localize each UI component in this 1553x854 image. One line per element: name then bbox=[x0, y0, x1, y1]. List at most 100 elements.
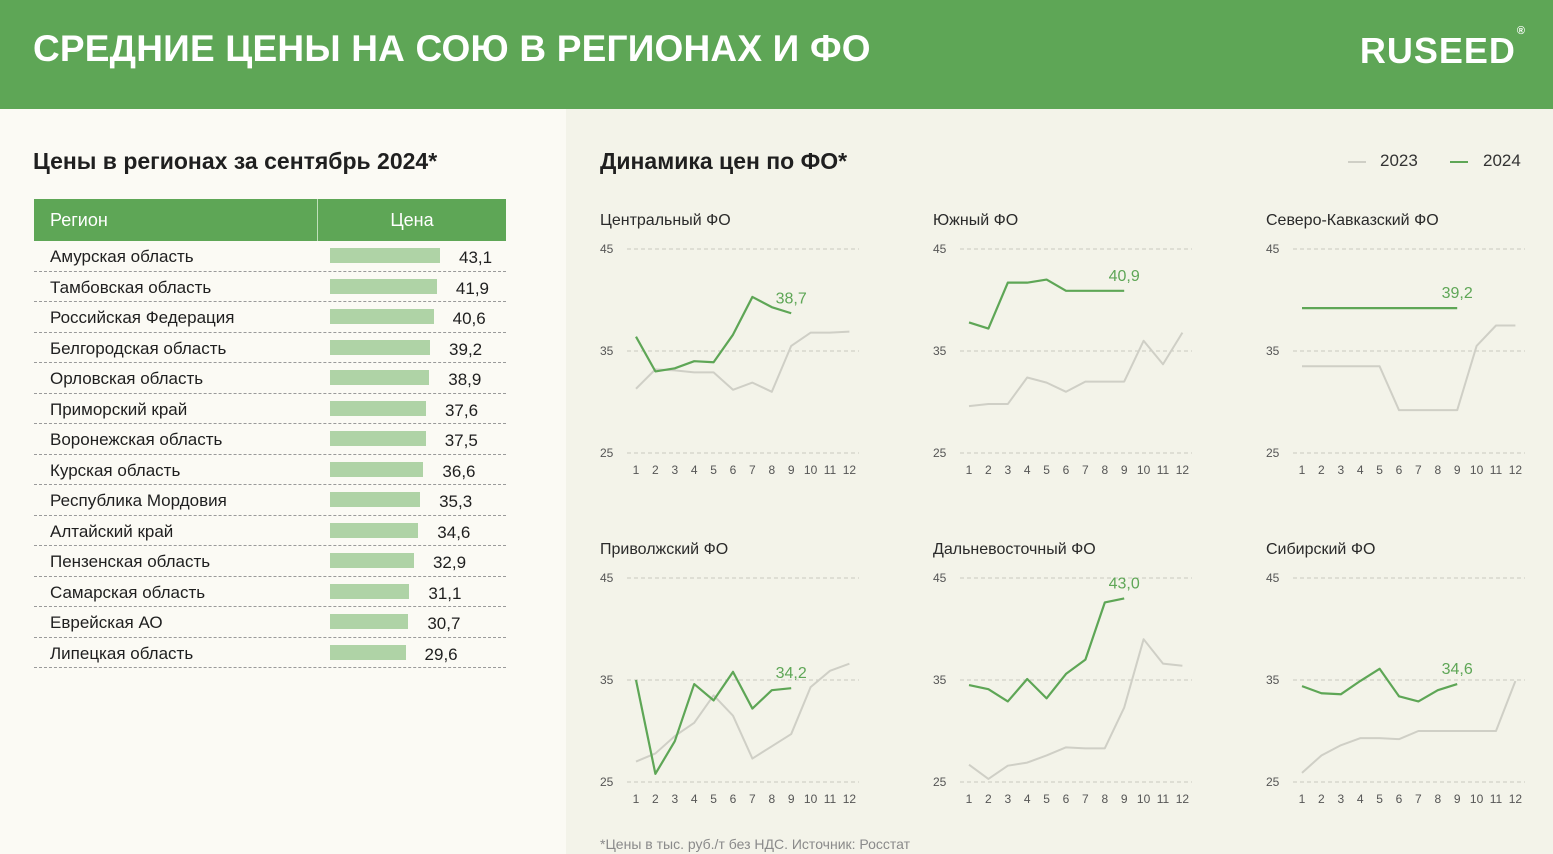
x-tick-label: 5 bbox=[1376, 463, 1383, 477]
y-tick-label: 25 bbox=[600, 775, 614, 789]
x-tick-label: 12 bbox=[843, 792, 857, 806]
region-name: Еврейская АО bbox=[50, 613, 163, 632]
price-bar bbox=[330, 339, 431, 355]
x-tick-label: 4 bbox=[1357, 463, 1364, 477]
y-tick-label: 45 bbox=[1266, 242, 1280, 256]
price-value: 29,6 bbox=[424, 644, 458, 664]
x-tick-label: 3 bbox=[1337, 463, 1344, 477]
x-tick-label: 7 bbox=[1082, 792, 1089, 806]
price-value: 36,6 bbox=[442, 461, 476, 481]
table-row: Курская область 36,6 bbox=[34, 455, 506, 485]
x-tick-label: 4 bbox=[1357, 792, 1364, 806]
table-row: Белгородская область 39,2 bbox=[34, 333, 506, 363]
region-name: Алтайский край bbox=[50, 521, 174, 541]
x-tick-label: 3 bbox=[671, 463, 678, 477]
x-tick-label: 8 bbox=[1101, 463, 1108, 477]
x-tick-label: 7 bbox=[1082, 463, 1089, 477]
x-tick-label: 3 bbox=[1337, 792, 1344, 806]
y-tick-label: 25 bbox=[1266, 775, 1280, 789]
x-tick-label: 11 bbox=[1490, 792, 1503, 806]
x-tick-label: 7 bbox=[749, 463, 756, 477]
price-value: 30,7 bbox=[427, 614, 461, 633]
x-tick-label: 6 bbox=[1063, 463, 1070, 477]
price-value: 38,9 bbox=[448, 370, 482, 389]
x-tick-label: 12 bbox=[1509, 463, 1523, 477]
x-tick-label: 8 bbox=[768, 463, 775, 477]
x-tick-label: 10 bbox=[804, 792, 818, 806]
price-value: 32,9 bbox=[432, 553, 467, 572]
table-row: Республика Мордовия 35,3 bbox=[34, 485, 506, 516]
region-name: Липецкая область bbox=[50, 643, 194, 663]
y-tick-label: 35 bbox=[1266, 344, 1280, 358]
x-tick-label: 4 bbox=[691, 463, 698, 477]
registered-mark: ® bbox=[1516, 25, 1525, 37]
price-bar bbox=[330, 583, 410, 599]
y-tick-label: 25 bbox=[1266, 446, 1280, 460]
x-tick-label: 3 bbox=[1004, 792, 1011, 806]
x-tick-label: 11 bbox=[1157, 463, 1170, 477]
x-tick-label: 5 bbox=[1043, 792, 1050, 806]
price-bar bbox=[330, 644, 406, 660]
series-line-2023 bbox=[968, 638, 1183, 780]
price-bar bbox=[330, 278, 437, 294]
region-name: Российская Федерация bbox=[50, 308, 235, 327]
x-tick-label: 9 bbox=[1121, 463, 1128, 477]
data-label-2024: 43,0 bbox=[1109, 575, 1140, 592]
legend-label-2023: 2023 bbox=[1380, 151, 1418, 170]
x-tick-label: 4 bbox=[1024, 463, 1031, 477]
price-bar bbox=[330, 431, 426, 446]
x-tick-label: 9 bbox=[1121, 792, 1128, 806]
x-tick-label: 5 bbox=[1043, 463, 1050, 477]
region-name: Орловская область bbox=[50, 369, 204, 388]
series-line-2024 bbox=[968, 597, 1125, 703]
x-tick-label: 12 bbox=[1176, 792, 1190, 806]
region-name: Самарская область bbox=[50, 582, 206, 602]
district-title: Северо-Кавказский ФО bbox=[1266, 212, 1439, 229]
series-line-2024 bbox=[968, 278, 1125, 330]
price-value: 34,6 bbox=[437, 522, 471, 542]
table-row: Пензенская область 32,9 bbox=[34, 546, 506, 577]
x-tick-label: 7 bbox=[1415, 463, 1422, 477]
x-tick-label: 10 bbox=[1470, 792, 1484, 806]
price-bar bbox=[330, 461, 424, 477]
series-line-2023 bbox=[1301, 680, 1517, 774]
price-bar bbox=[330, 370, 430, 385]
table-body: Амурская область 43,1 Тамбовская область 41… bbox=[34, 241, 506, 668]
dynamics-title: Динамика цен по ФО* bbox=[600, 148, 848, 174]
table-row: Алтайский край 34,6 bbox=[34, 516, 506, 546]
table-row: Самарская область 31,1 bbox=[34, 577, 506, 607]
price-value: 35,3 bbox=[439, 492, 473, 511]
x-tick-label: 2 bbox=[652, 792, 659, 806]
table-row: Еврейская АО 30,7 bbox=[34, 607, 506, 638]
district-title: Сибирский ФО bbox=[1266, 541, 1375, 558]
x-tick-label: 4 bbox=[1024, 792, 1031, 806]
y-tick-label: 25 bbox=[933, 446, 947, 460]
header-divider bbox=[317, 199, 318, 241]
x-tick-label: 2 bbox=[652, 463, 659, 477]
table-row: Амурская область 43,1 bbox=[34, 241, 506, 272]
x-tick-label: 6 bbox=[1396, 463, 1403, 477]
x-tick-label: 1 bbox=[633, 463, 640, 477]
price-bar bbox=[330, 309, 434, 324]
x-tick-label: 1 bbox=[633, 792, 640, 806]
logo-text: RUSEED bbox=[1359, 30, 1516, 71]
x-tick-label: 8 bbox=[1434, 792, 1441, 806]
x-tick-label: 11 bbox=[1490, 463, 1503, 477]
district-title: Центральный ФО bbox=[600, 212, 731, 229]
series-line-2023 bbox=[635, 330, 850, 393]
x-tick-label: 8 bbox=[1434, 463, 1441, 477]
region-name: Тамбовская область bbox=[50, 277, 212, 297]
series-line-2023 bbox=[968, 332, 1184, 408]
x-tick-label: 1 bbox=[1299, 792, 1306, 806]
y-tick-label: 25 bbox=[600, 446, 614, 460]
legend-label-2024: 2024 bbox=[1483, 151, 1521, 170]
region-name: Белгородская область bbox=[50, 338, 227, 358]
series-line-2024 bbox=[635, 295, 792, 373]
table-row: Приморский край 37,6 bbox=[34, 394, 506, 424]
y-tick-label: 45 bbox=[600, 571, 614, 585]
column-header-region: Регион bbox=[50, 210, 108, 230]
